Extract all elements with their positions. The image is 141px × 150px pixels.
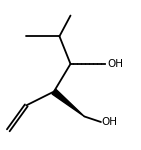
- Text: OH: OH: [108, 59, 124, 69]
- Polygon shape: [52, 89, 84, 116]
- Text: OH: OH: [101, 117, 117, 127]
